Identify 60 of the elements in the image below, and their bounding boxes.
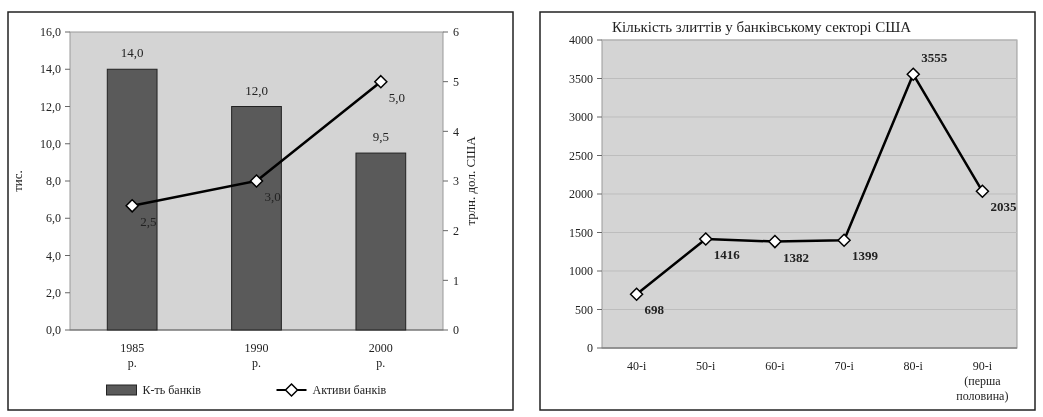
y-tick-label: 3500 [569, 71, 593, 86]
y-tick-label: 2000 [569, 187, 593, 202]
y-tick-label: 8,0 [46, 174, 61, 189]
data-label: 1382 [782, 249, 809, 265]
y2-tick-label: 0 [453, 323, 459, 338]
y-tick-label: 16,0 [40, 25, 61, 40]
point [249, 174, 264, 188]
y-tick-label: 12,0 [40, 99, 61, 114]
data-label: 9,5 [372, 129, 389, 145]
y2-tick-label: 5 [453, 74, 459, 89]
y-tick-label: 10,0 [40, 136, 61, 151]
x-tick-label: 90-і (перша половина) [956, 359, 1009, 403]
legend-label: К-ть банків [142, 383, 202, 398]
x-tick-label: 50-і [696, 359, 717, 373]
data-label: 2035 [990, 199, 1017, 215]
legend-label: Активи банків [312, 383, 387, 398]
data-label: 698 [644, 302, 665, 318]
y-tick-label: 1000 [569, 264, 593, 279]
point [906, 67, 920, 82]
point [125, 199, 139, 213]
y2-tick-label: 1 [453, 273, 459, 288]
y-tick-label: 2500 [569, 148, 593, 163]
y2-axis-title: трлн. дол. США [463, 135, 478, 226]
data-label: 3,0 [264, 189, 281, 204]
y-tick-label: 4,0 [46, 248, 61, 263]
x-tick-label: 1990 р. [244, 341, 269, 370]
y-tick-label: 0,0 [46, 323, 61, 338]
y-tick-label: 1500 [569, 225, 593, 240]
data-label: 14,0 [120, 45, 144, 61]
point [699, 232, 713, 246]
y2-tick-label: 2 [453, 223, 459, 238]
y-tick-label: 14,0 [40, 62, 61, 77]
y2-tick-label: 6 [453, 25, 459, 40]
x-tick-label: 1985 р. [120, 341, 145, 370]
point [374, 74, 388, 89]
x-tick-label: 70-і [834, 359, 855, 373]
y2-tick-label: 3 [453, 174, 459, 189]
data-label: 12,0 [245, 82, 268, 98]
point [837, 233, 851, 248]
data-label: 1416 [713, 246, 741, 262]
y-tick-label: 3000 [569, 110, 593, 125]
y2-tick-label: 4 [453, 124, 459, 139]
y-tick-label: 500 [575, 302, 593, 317]
y-tick-label: 0 [587, 341, 593, 356]
data-label: 1399 [852, 248, 879, 264]
x-tick-label: 60-і [765, 359, 786, 373]
y-axis-title: тис. [10, 170, 25, 192]
chart-title: Кількість злиттів у банківському секторі США [612, 19, 912, 35]
point [629, 287, 644, 301]
point [975, 184, 990, 199]
data-label: 2,5 [140, 213, 157, 229]
x-tick-label: 80-і [903, 359, 924, 373]
x-tick-label: 2000 р. [368, 341, 393, 370]
y-tick-label: 4000 [569, 33, 593, 48]
data-label: 3555 [921, 50, 948, 66]
y-tick-label: 6,0 [46, 211, 61, 226]
point [768, 234, 782, 249]
x-tick-label: 40-і [626, 359, 647, 373]
y-tick-label: 2,0 [46, 285, 61, 300]
data-label: 5,0 [388, 89, 406, 105]
